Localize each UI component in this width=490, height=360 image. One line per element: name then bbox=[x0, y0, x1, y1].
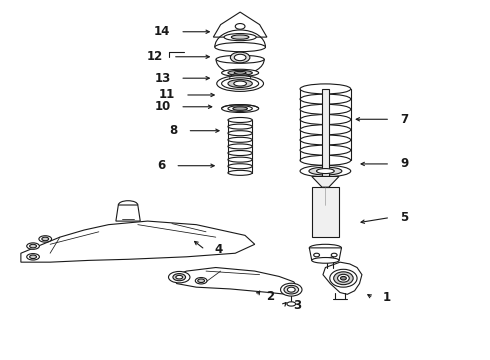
Polygon shape bbox=[312, 176, 339, 187]
Text: 13: 13 bbox=[154, 72, 171, 85]
Text: 7: 7 bbox=[400, 113, 408, 126]
Ellipse shape bbox=[330, 269, 357, 287]
Ellipse shape bbox=[300, 135, 351, 145]
Ellipse shape bbox=[341, 276, 346, 280]
Ellipse shape bbox=[221, 105, 259, 112]
Ellipse shape bbox=[228, 137, 252, 142]
Ellipse shape bbox=[228, 124, 252, 129]
Ellipse shape bbox=[234, 71, 246, 74]
Ellipse shape bbox=[30, 255, 36, 258]
Ellipse shape bbox=[287, 302, 295, 306]
Text: 6: 6 bbox=[157, 159, 166, 172]
Ellipse shape bbox=[216, 55, 264, 63]
Text: 12: 12 bbox=[147, 50, 163, 63]
Ellipse shape bbox=[338, 274, 349, 282]
Ellipse shape bbox=[334, 272, 353, 285]
Ellipse shape bbox=[228, 164, 252, 169]
Polygon shape bbox=[213, 12, 267, 37]
Ellipse shape bbox=[176, 275, 183, 279]
Ellipse shape bbox=[233, 107, 247, 111]
Ellipse shape bbox=[224, 33, 256, 41]
Ellipse shape bbox=[288, 287, 295, 292]
Ellipse shape bbox=[309, 167, 342, 175]
Ellipse shape bbox=[300, 84, 351, 94]
Text: 4: 4 bbox=[215, 243, 223, 256]
Ellipse shape bbox=[228, 70, 252, 75]
Polygon shape bbox=[312, 187, 339, 237]
Ellipse shape bbox=[300, 114, 351, 125]
Polygon shape bbox=[322, 89, 329, 187]
Text: 10: 10 bbox=[154, 100, 171, 113]
Text: 5: 5 bbox=[400, 211, 408, 224]
Ellipse shape bbox=[228, 144, 252, 149]
Ellipse shape bbox=[228, 131, 252, 136]
Text: 8: 8 bbox=[170, 124, 178, 137]
Ellipse shape bbox=[196, 278, 207, 284]
Ellipse shape bbox=[234, 54, 246, 61]
Ellipse shape bbox=[169, 271, 190, 283]
Ellipse shape bbox=[234, 81, 246, 86]
Ellipse shape bbox=[230, 52, 250, 63]
Polygon shape bbox=[323, 262, 362, 294]
Ellipse shape bbox=[231, 35, 249, 39]
Text: 11: 11 bbox=[159, 89, 175, 102]
Ellipse shape bbox=[173, 274, 186, 281]
Ellipse shape bbox=[300, 145, 351, 155]
Ellipse shape bbox=[309, 244, 342, 251]
Ellipse shape bbox=[300, 165, 351, 177]
Text: 14: 14 bbox=[154, 25, 171, 38]
Ellipse shape bbox=[312, 257, 339, 263]
Polygon shape bbox=[309, 248, 342, 260]
Text: 3: 3 bbox=[293, 299, 301, 312]
Ellipse shape bbox=[42, 237, 49, 241]
Polygon shape bbox=[116, 205, 140, 221]
Ellipse shape bbox=[39, 236, 51, 242]
Ellipse shape bbox=[228, 150, 252, 156]
Ellipse shape bbox=[221, 69, 259, 76]
Ellipse shape bbox=[228, 157, 252, 162]
Ellipse shape bbox=[198, 279, 204, 283]
Ellipse shape bbox=[314, 253, 319, 257]
Polygon shape bbox=[172, 267, 298, 294]
Ellipse shape bbox=[221, 78, 259, 89]
Ellipse shape bbox=[300, 94, 351, 104]
Text: 2: 2 bbox=[266, 289, 274, 303]
Ellipse shape bbox=[331, 253, 337, 257]
Ellipse shape bbox=[215, 42, 266, 52]
Ellipse shape bbox=[300, 104, 351, 114]
Ellipse shape bbox=[228, 117, 252, 122]
Ellipse shape bbox=[228, 80, 252, 87]
Text: 9: 9 bbox=[400, 157, 408, 170]
Ellipse shape bbox=[284, 285, 298, 294]
Ellipse shape bbox=[300, 156, 351, 165]
Ellipse shape bbox=[300, 125, 351, 135]
Polygon shape bbox=[21, 221, 255, 262]
Ellipse shape bbox=[27, 243, 39, 249]
Ellipse shape bbox=[27, 253, 39, 260]
Ellipse shape bbox=[281, 283, 302, 296]
Ellipse shape bbox=[228, 170, 252, 175]
Ellipse shape bbox=[228, 106, 252, 111]
Ellipse shape bbox=[217, 76, 264, 91]
Ellipse shape bbox=[235, 23, 245, 29]
Ellipse shape bbox=[317, 168, 334, 174]
Ellipse shape bbox=[30, 244, 36, 248]
Text: 1: 1 bbox=[383, 291, 391, 305]
